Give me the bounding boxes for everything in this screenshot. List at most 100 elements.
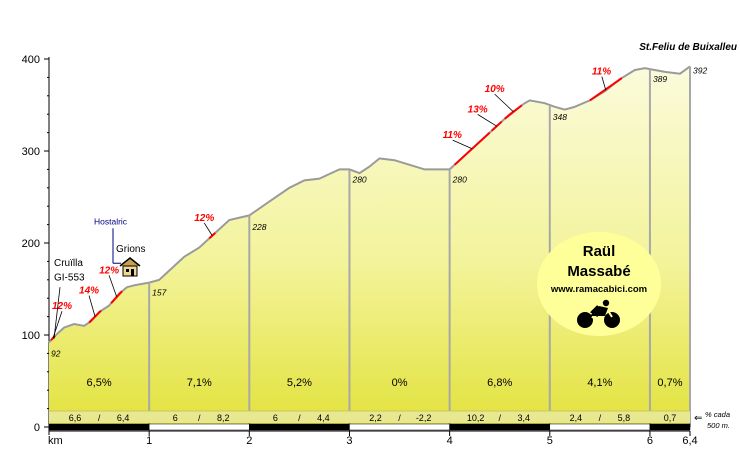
steep-label: 12% — [99, 265, 119, 276]
x-tick-label-4: 4 — [447, 435, 453, 447]
badge-name-line-1: Raül — [583, 243, 616, 260]
segment-separator: / — [498, 413, 501, 423]
segment-gradient-b: -2,2 — [416, 413, 432, 423]
x-tick-label-5: 5 — [547, 435, 553, 447]
segment-gradient-a: 6 — [273, 413, 278, 423]
badge-website: www.ramacabici.com — [550, 284, 647, 295]
segment-avg-gradient: 6,8% — [487, 377, 512, 389]
place-label: Hostalric — [94, 217, 128, 227]
y-tick-label-100: 100 — [22, 330, 40, 342]
band-background — [49, 411, 690, 423]
footnote-line-1: % cada — [705, 410, 730, 419]
footnote-line-2: 500 m. — [707, 421, 730, 430]
chart-title: St.Feliu de Buixalleu — [639, 42, 737, 53]
segment-gradient-b: 3,4 — [517, 413, 530, 423]
elevation-label-157: 157 — [152, 288, 166, 298]
steep-label: 12% — [194, 213, 214, 224]
segment-avg-gradient: 7,1% — [187, 377, 212, 389]
km-scale-bar — [349, 423, 450, 431]
steep-leader — [477, 114, 497, 127]
segment-gradient-b: 6,4 — [117, 413, 130, 423]
steep-leader — [452, 139, 473, 150]
footnote-arrow: ⇐ — [694, 413, 702, 424]
km-scale-bar — [48, 423, 150, 431]
x-tick-label-1: 1 — [146, 435, 152, 447]
steep-label: 12% — [52, 301, 72, 312]
segment-gradient-a: 6 — [173, 413, 178, 423]
segment-avg-gradient: 5,2% — [287, 377, 312, 389]
elevation-label-280: 280 — [351, 174, 366, 184]
segment-avg-gradient: 0% — [392, 377, 408, 389]
segment-avg-gradient: 0,7% — [657, 377, 682, 389]
footnote: ⇐ % cada 500 m. — [694, 410, 730, 430]
steep-label: 11% — [592, 67, 611, 78]
segment-gradient-a: 0,7 — [664, 413, 677, 423]
profile-line — [48, 65, 691, 344]
y-tick-label-0: 0 — [34, 422, 40, 434]
elevation-label-92: 92 — [51, 348, 61, 358]
place-label: GI-553 — [54, 273, 85, 284]
steep-mark — [453, 131, 491, 166]
y-tick-label-300: 300 — [22, 146, 40, 158]
elevation-label-389: 389 — [653, 74, 667, 84]
segment-separator: / — [599, 413, 602, 423]
elevation-labels: 92 157 228 280 280 348 389 392 — [51, 65, 707, 358]
elevation-label-348: 348 — [553, 112, 567, 122]
gradient-band — [48, 410, 691, 431]
profile-fill — [49, 66, 690, 428]
steep-leader — [108, 275, 117, 297]
house-icon — [119, 257, 141, 277]
place-label: Cruïlla — [54, 258, 83, 269]
elevation-label-280: 280 — [452, 174, 467, 184]
segment-avg-gradient: 6,5% — [87, 377, 112, 389]
segment-gradient-a: 2,2 — [369, 413, 382, 423]
segment-separator: / — [398, 413, 401, 423]
elevation-label-392: 392 — [693, 65, 707, 75]
y-tick-label-400: 400 — [22, 54, 40, 66]
segment-gradient-b: 5,8 — [618, 413, 631, 423]
steep-leader — [494, 93, 514, 112]
cyclist-icon — [577, 299, 620, 328]
steep-mark — [110, 290, 123, 304]
x-tick-label-6: 6 — [647, 435, 653, 447]
segment-separator: / — [198, 413, 201, 423]
steep-leader — [601, 76, 607, 91]
segment-gradient-b: 4,4 — [317, 413, 330, 423]
elevation-label-228: 228 — [251, 222, 266, 232]
segment-gradient-a: 10,2 — [467, 413, 485, 423]
steep-label: 10% — [485, 84, 505, 95]
steep-leader — [203, 222, 213, 236]
segment-gradient-b: 8,2 — [217, 413, 230, 423]
y-tick-label-200: 200 — [22, 238, 40, 250]
segment-avg-gradient: 4,1% — [587, 377, 612, 389]
badge-name-line-2: Massabé — [567, 263, 630, 280]
badge-ellipse — [537, 232, 661, 336]
segment-separator: / — [298, 413, 301, 423]
segment-gradient-a: 6,6 — [69, 413, 82, 423]
place-leader-cruilla — [53, 287, 61, 339]
steep-label: 13% — [468, 104, 488, 115]
steep-mark — [88, 309, 102, 324]
profile-area — [48, 65, 691, 428]
km-scale-bar — [148, 423, 250, 431]
steep-mark — [504, 104, 523, 120]
x-tick-label-6,4: 6,4 — [682, 435, 697, 447]
segment-separator: / — [98, 413, 101, 423]
place-labels: Cruïlla GI-553 Hostalric Grions — [53, 217, 145, 339]
author-badge: Raül Massabé www.ramacabici.com — [537, 232, 661, 336]
km-scale-bar — [549, 423, 651, 431]
segment-gradients: 6,5% 6,6 / 6,4 7,1% 6 / 8,2 5,2% 6 / 4,4 0% 2,2 / -2,2 6… — [69, 377, 683, 423]
steep-leader — [88, 295, 96, 317]
km-scale-bar — [249, 423, 350, 431]
steep-label: 14% — [79, 286, 99, 297]
km-scale-bar — [449, 423, 551, 431]
x-axis-label: km — [48, 435, 63, 447]
steep-sections: 12%14%12%12%11%13%10%11% — [50, 67, 623, 341]
steep-label: 11% — [443, 130, 462, 141]
place-label: Grions — [116, 244, 145, 255]
km-scale-bar — [649, 423, 691, 431]
axes: 0 100 200 300 400 km 1 2 3 4 5 6 6,4 — [22, 54, 698, 447]
x-tick-label-2: 2 — [246, 435, 252, 447]
segment-gradient-a: 2,4 — [570, 413, 583, 423]
